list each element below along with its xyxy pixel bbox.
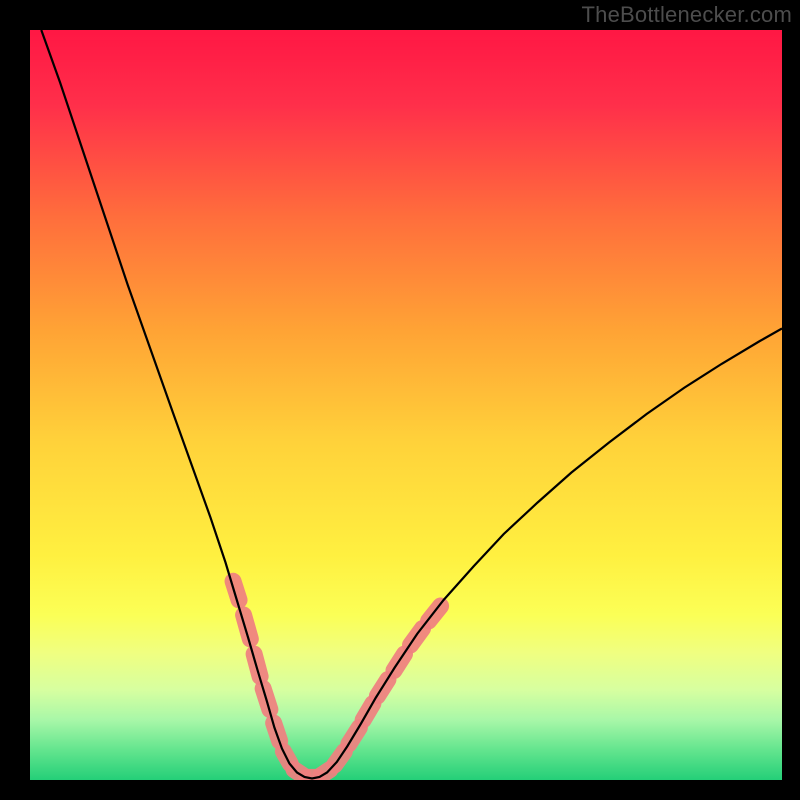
border-left bbox=[0, 0, 30, 800]
watermark-text: TheBottlenecker.com bbox=[582, 2, 792, 28]
marker-layer bbox=[233, 581, 441, 777]
bottleneck-curve bbox=[41, 30, 782, 779]
plot-area bbox=[30, 30, 782, 780]
border-bottom bbox=[0, 780, 800, 800]
chart-svg bbox=[30, 30, 782, 780]
border-right bbox=[782, 0, 800, 800]
